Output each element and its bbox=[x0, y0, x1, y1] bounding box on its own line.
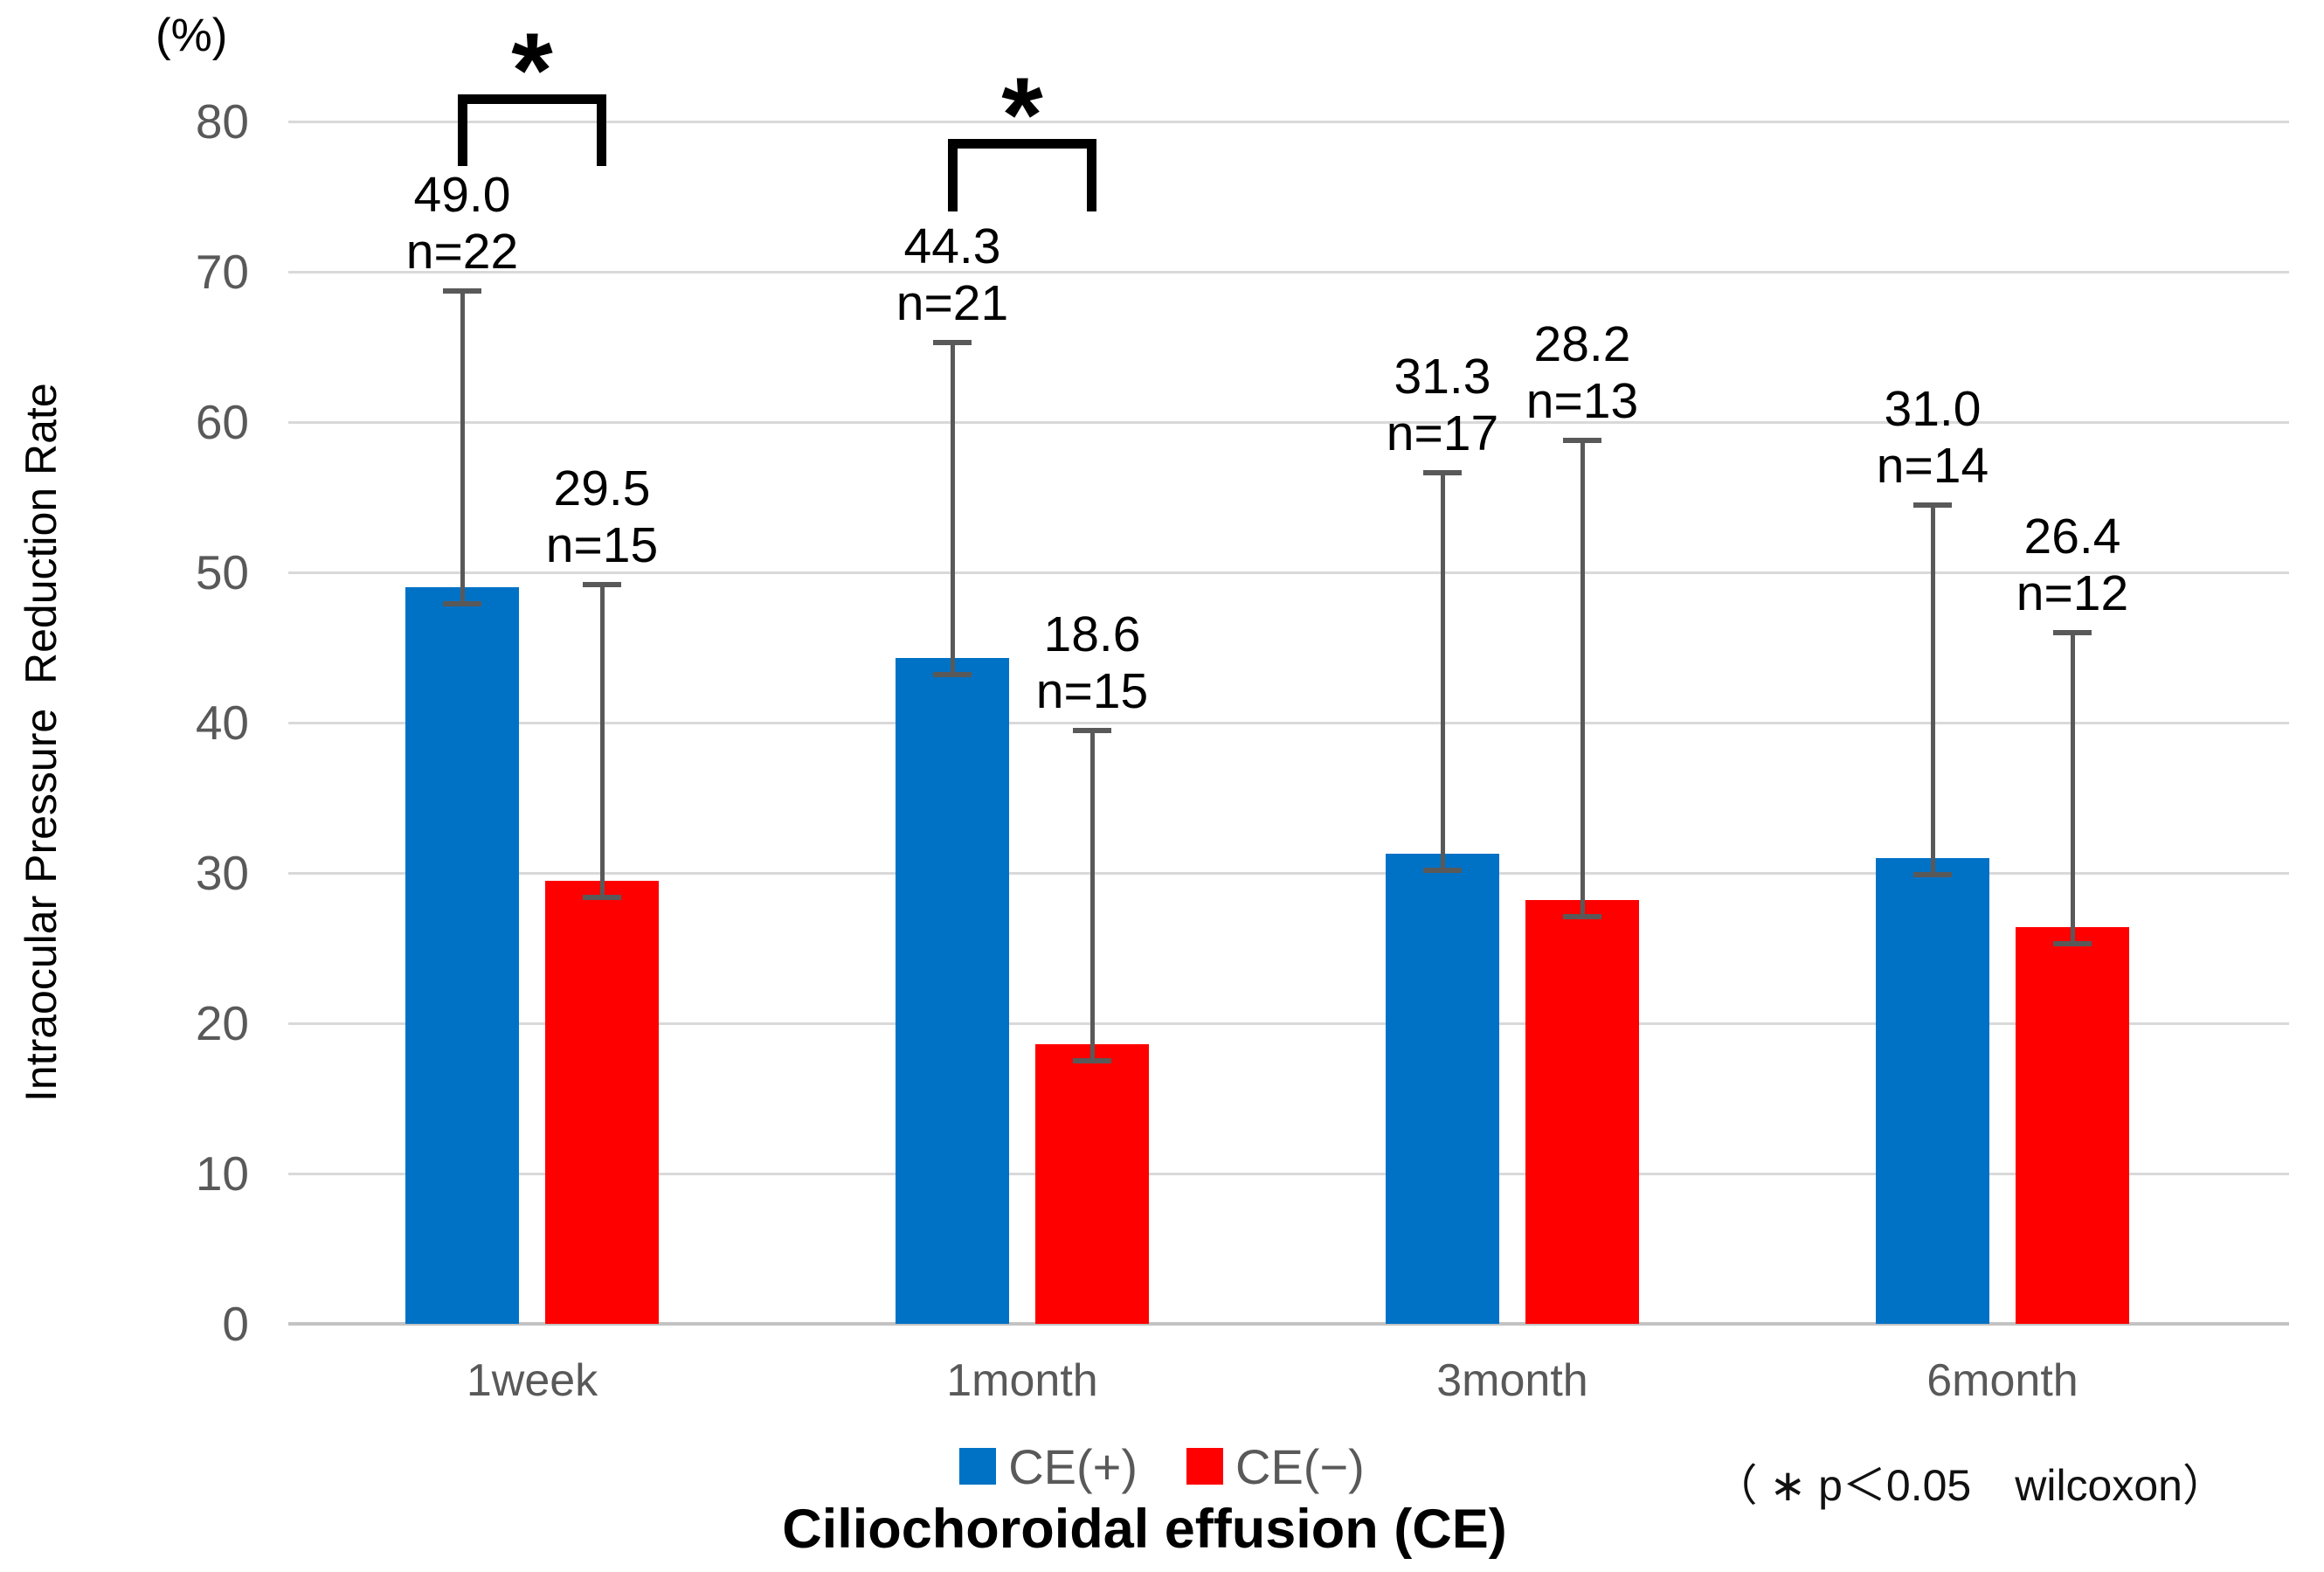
error-bar-top-cap-ce--1month bbox=[1073, 727, 1111, 733]
gridline-30 bbox=[288, 872, 2289, 875]
legend-item-ce-plus: CE(+) bbox=[959, 1438, 1138, 1495]
error-bar-bottom-cap-ce--3month bbox=[1423, 867, 1462, 873]
bar-label-ce--6month: 26.4 n=12 bbox=[2016, 508, 2129, 621]
error-bar-top-cap-ce--1week bbox=[443, 288, 481, 294]
error-bar-top-cap-ce--3month bbox=[1563, 437, 1601, 443]
bar-label-ce--1month: 18.6 n=15 bbox=[1035, 606, 1149, 719]
bar-ce--3month bbox=[1525, 899, 1639, 1324]
y-tick-10: 10 bbox=[195, 1146, 249, 1201]
legend: CE(+) CE(−) bbox=[0, 1433, 2324, 1499]
error-bar-top-cap-ce--1month bbox=[933, 339, 972, 345]
error-bar-bottom-cap-ce--1week bbox=[443, 601, 481, 607]
error-bar-bottom-cap-ce--6month bbox=[1913, 871, 1952, 877]
y-axis-unit-label: (%) bbox=[156, 10, 228, 61]
x-axis-line bbox=[288, 1322, 2289, 1326]
legend-item-ce-minus: CE(−) bbox=[1186, 1438, 1365, 1495]
legend-label-ce-plus: CE(+) bbox=[1008, 1438, 1138, 1494]
y-tick-60: 60 bbox=[195, 395, 249, 449]
gridline-70 bbox=[288, 271, 2289, 274]
plot-area: 49.0 n=22 44.3 n=21 31.3 n=17 31.0 n=14 29.5… bbox=[288, 121, 2289, 1326]
error-bar-ce--1month bbox=[951, 342, 955, 676]
error-bar-ce--1month bbox=[1090, 730, 1095, 1063]
gridline-80 bbox=[288, 121, 2289, 123]
bar-label-ce--3month: 28.2 n=13 bbox=[1525, 315, 1639, 429]
bar-label-ce--1week: 29.5 n=15 bbox=[545, 460, 659, 573]
y-tick-70: 70 bbox=[195, 245, 249, 299]
bar-ce--6month bbox=[1876, 857, 1989, 1324]
significance-bracket-1month bbox=[948, 139, 1096, 211]
error-bar-ce--6month bbox=[2071, 632, 2075, 945]
bar-ce--1week bbox=[405, 587, 519, 1324]
x-tick-1month: 1month bbox=[946, 1355, 1098, 1406]
gridline-10 bbox=[288, 1173, 2289, 1175]
x-tick-3month: 3month bbox=[1436, 1355, 1588, 1406]
significance-asterisk-1month: * bbox=[1001, 55, 1043, 174]
error-bar-bottom-cap-ce--1week bbox=[583, 894, 621, 900]
bar-ce--3month bbox=[1386, 853, 1499, 1324]
error-bar-top-cap-ce--3month bbox=[1423, 470, 1462, 476]
y-tick-30: 30 bbox=[195, 846, 249, 900]
significance-footnote: （ ∗ p＜0.05 wilcoxon） bbox=[1713, 1461, 2226, 1510]
gridline-40 bbox=[288, 722, 2289, 724]
legend-swatch-ce-minus bbox=[1186, 1448, 1223, 1485]
x-axis-title: Ciliochoroidal effusion (CE) bbox=[782, 1499, 1507, 1560]
gridline-60 bbox=[288, 421, 2289, 424]
y-tick-80: 80 bbox=[195, 94, 249, 149]
error-bar-top-cap-ce--1week bbox=[583, 581, 621, 587]
error-bar-ce--1week bbox=[460, 291, 465, 606]
error-bar-ce--6month bbox=[1931, 504, 1935, 876]
legend-label-ce-minus: CE(−) bbox=[1235, 1438, 1365, 1494]
gridline-50 bbox=[288, 571, 2289, 574]
y-tick-0: 0 bbox=[222, 1297, 249, 1351]
gridline-20 bbox=[288, 1022, 2289, 1025]
bar-label-ce--3month: 31.3 n=17 bbox=[1386, 349, 1499, 462]
bar-label-ce--1month: 44.3 n=21 bbox=[896, 218, 1009, 331]
significance-bracket-1week bbox=[458, 94, 606, 166]
error-bar-ce--1week bbox=[600, 584, 605, 898]
error-bar-bottom-cap-ce--6month bbox=[2053, 940, 2092, 946]
error-bar-ce--3month bbox=[1580, 440, 1585, 918]
x-tick-6month: 6month bbox=[1926, 1355, 2078, 1406]
error-bar-bottom-cap-ce--3month bbox=[1563, 913, 1601, 919]
error-bar-bottom-cap-ce--1month bbox=[1073, 1058, 1111, 1064]
bar-ce--1month bbox=[1035, 1044, 1149, 1324]
bar-label-ce--6month: 31.0 n=14 bbox=[1876, 380, 1989, 494]
y-tick-40: 40 bbox=[195, 696, 249, 750]
bar-ce--6month bbox=[2016, 926, 2129, 1324]
error-bar-ce--3month bbox=[1441, 473, 1445, 871]
bar-label-ce--1week: 49.0 n=22 bbox=[405, 167, 519, 280]
x-tick-1week: 1week bbox=[466, 1355, 598, 1406]
error-bar-top-cap-ce--6month bbox=[1913, 502, 1952, 508]
bar-ce--1week bbox=[545, 880, 659, 1324]
y-tick-50: 50 bbox=[195, 545, 249, 599]
bar-ce--1month bbox=[896, 658, 1009, 1324]
y-tick-20: 20 bbox=[195, 996, 249, 1050]
error-bar-top-cap-ce--6month bbox=[2053, 629, 2092, 635]
significance-asterisk-1week: * bbox=[511, 10, 553, 129]
legend-swatch-ce-plus bbox=[959, 1448, 997, 1485]
error-bar-bottom-cap-ce--1month bbox=[933, 672, 972, 678]
